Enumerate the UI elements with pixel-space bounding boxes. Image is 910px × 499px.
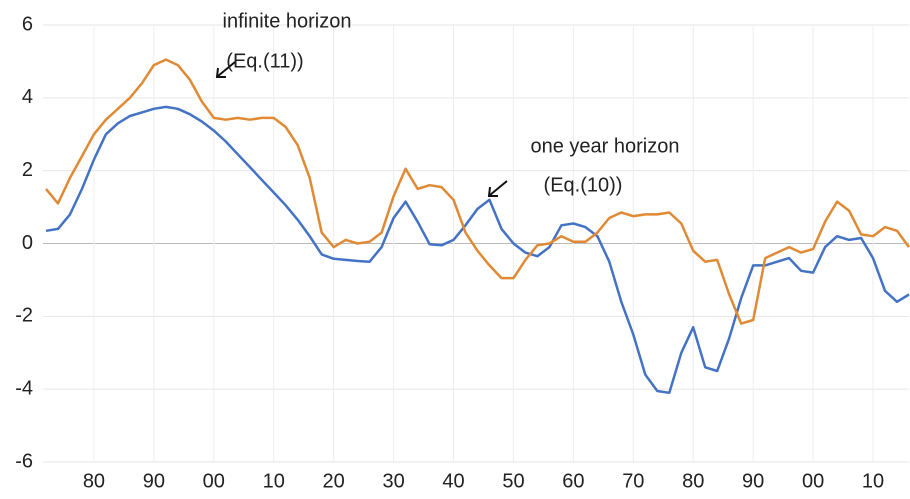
annotation: (Eq.(11))	[226, 50, 303, 72]
line	[45, 105, 910, 395]
annotation: (Eq.(10))	[544, 174, 623, 196]
arrows	[215, 61, 508, 197]
x-tick-label: 60	[562, 470, 584, 492]
annotation: infinite horizon	[223, 10, 352, 32]
x-tick-label: 20	[323, 470, 345, 492]
x-tick-label: 80	[682, 470, 704, 492]
arrow-head	[215, 67, 226, 78]
x-tick-label: 90	[742, 470, 764, 492]
y-tick-label: 4	[22, 86, 33, 108]
x-tick-label: 30	[382, 470, 404, 492]
arrow	[217, 61, 236, 77]
y-tick-label: -6	[15, 450, 33, 472]
x-tick-label: 70	[622, 470, 644, 492]
x-tick-label: 10	[263, 470, 285, 492]
x-tick-label: 90	[143, 470, 165, 492]
x-tick-label: 80	[83, 470, 105, 492]
annotation: one year horizon	[531, 135, 680, 157]
y-tick-label: 2	[22, 159, 33, 181]
x-tick-label: 50	[502, 470, 524, 492]
arrow	[489, 180, 508, 196]
x-tick-label: 00	[802, 470, 824, 492]
x-tick-label: 00	[203, 470, 225, 492]
y-tick-label: 0	[22, 232, 33, 254]
x-tick-label: 10	[862, 470, 884, 492]
y-tick-label: -2	[15, 305, 33, 327]
x-tick-label: 40	[442, 470, 464, 492]
arrow-head	[487, 186, 498, 197]
y-tick-label: -4	[15, 377, 33, 399]
line	[45, 58, 910, 325]
y-tick-label: 6	[22, 13, 33, 35]
